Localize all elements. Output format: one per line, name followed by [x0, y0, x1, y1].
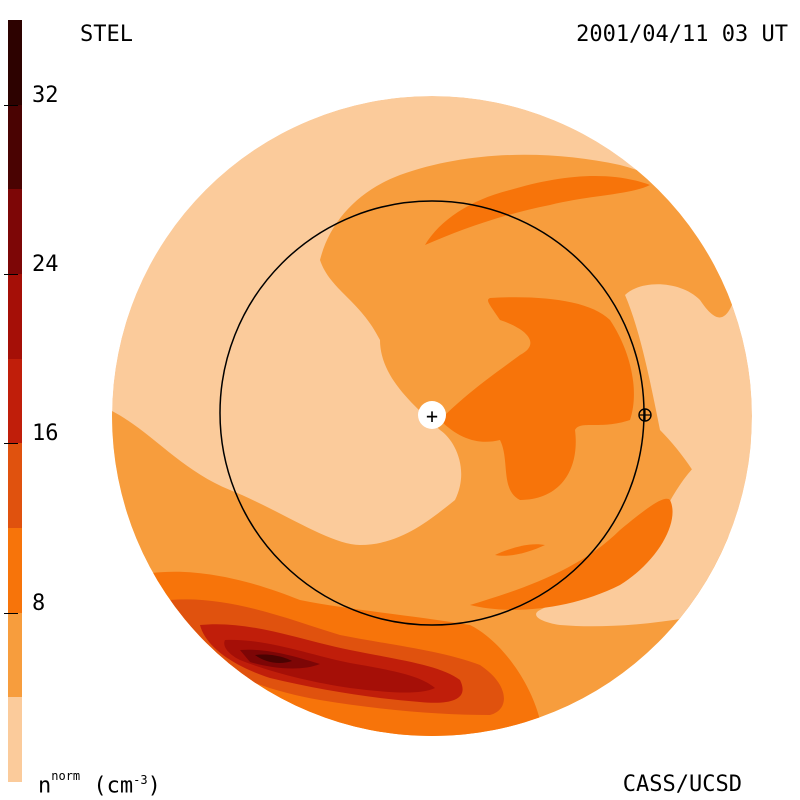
colorbar-tick: [4, 612, 18, 614]
credit-label: CASS/UCSD: [622, 772, 742, 797]
colorbar-segment: [8, 189, 22, 274]
unit-suffix: ): [147, 773, 161, 799]
quantity-label: nnorm (cm-3): [38, 770, 161, 799]
density-region-small: [495, 544, 545, 556]
colorbar-tick: [4, 274, 18, 275]
sun-disk: [418, 401, 446, 429]
sun-marker-icon: +: [426, 404, 438, 428]
colorbar-tick-label: 8: [32, 590, 46, 616]
density-region-upper-band: [425, 175, 650, 245]
colorbar-segment: [8, 104, 22, 190]
timestamp-label: 2001/04/11 03 UT: [576, 22, 788, 47]
quantity-symbol: n: [38, 773, 52, 799]
colorbar-tick: [4, 443, 18, 445]
colorbar-tick: [4, 104, 18, 106]
colorbar-segment: [8, 443, 22, 528]
density-region-central: [440, 297, 634, 500]
colorbar-segment: [8, 358, 22, 444]
density-band-level-8: [255, 654, 292, 663]
colorbar-tick-label: 24: [32, 252, 59, 277]
density-region-light-streak: [536, 440, 752, 627]
colorbar-segment: [8, 528, 22, 613]
earth-marker-icon: [638, 408, 652, 422]
colorbar: [8, 20, 22, 782]
colorbar-tick-label: 16: [32, 421, 59, 447]
colorbar-segment: [8, 20, 22, 105]
instrument-label: STEL: [80, 22, 133, 47]
colorbar-segment: [8, 697, 22, 782]
quantity-superscript: norm: [51, 769, 81, 783]
colorbar-tick-label: 32: [32, 82, 59, 108]
unit-exponent: -3: [133, 773, 148, 787]
earth-orbit-circle: [219, 200, 645, 626]
colorbar-segment: [8, 612, 22, 698]
colorbar-segment: [8, 274, 22, 359]
unit-prefix: (cm: [93, 773, 134, 799]
density-region-right-arc: [470, 498, 673, 610]
